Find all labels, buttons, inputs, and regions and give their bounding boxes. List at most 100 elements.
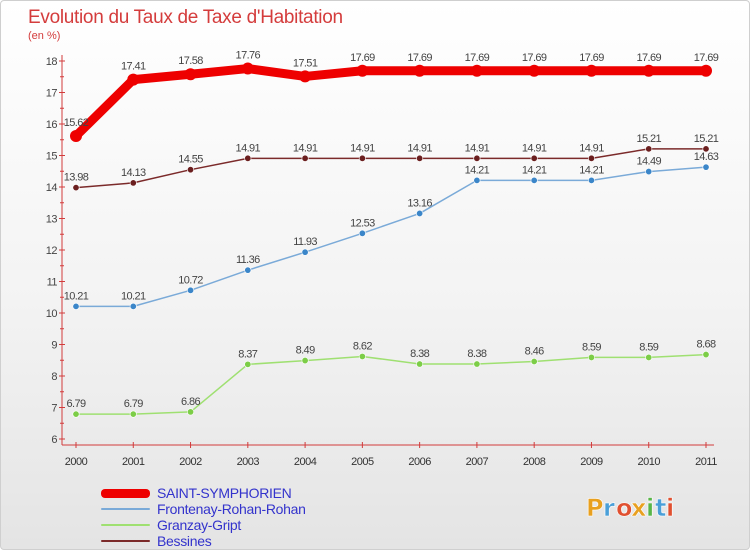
y-tick-label: 13 (46, 214, 58, 226)
data-label: 14.21 (579, 164, 604, 176)
data-label: 17.69 (350, 52, 375, 64)
data-point (702, 351, 710, 359)
logo-letter: o (616, 494, 633, 522)
data-label: 17.58 (178, 55, 203, 67)
logo-letter: r (603, 494, 615, 522)
data-label: 10.72 (178, 274, 203, 286)
data-label: 8.68 (696, 339, 715, 351)
x-tick-label: 2000 (65, 456, 88, 468)
y-tick-label: 10 (46, 308, 58, 320)
data-point (187, 286, 195, 294)
data-label: 13.98 (64, 172, 89, 184)
data-point (587, 176, 595, 184)
x-tick-label: 2011 (695, 456, 717, 468)
data-label: 14.13 (121, 167, 146, 179)
data-label: 10.21 (64, 290, 89, 302)
y-tick-label: 9 (51, 340, 57, 352)
x-tick-label: 2001 (122, 456, 145, 468)
data-label: 8.38 (467, 348, 486, 360)
x-tick-label: 2006 (408, 456, 431, 468)
data-point (645, 168, 653, 176)
data-point (358, 154, 366, 162)
data-point (416, 209, 424, 217)
data-label: 13.16 (407, 197, 432, 209)
logo-letter: P (586, 494, 604, 522)
data-label: 14.21 (522, 164, 547, 176)
data-point (702, 145, 710, 153)
legend-swatch (101, 488, 150, 498)
data-point (528, 64, 541, 77)
data-point (244, 266, 252, 274)
y-tick-label: 17 (46, 88, 58, 100)
data-label: 14.91 (465, 142, 490, 154)
data-point (413, 64, 426, 77)
data-point (244, 360, 252, 368)
data-point (473, 154, 481, 162)
data-point (70, 129, 82, 142)
data-label: 15.21 (636, 133, 661, 145)
data-label: 17.69 (636, 52, 661, 64)
legend-label: SAINT-SYMPHORIEN (157, 485, 292, 501)
x-tick-label: 2007 (466, 456, 489, 468)
data-label: 17.41 (121, 61, 146, 73)
data-label: 11.36 (236, 254, 260, 266)
x-tick-label: 2004 (294, 456, 317, 468)
data-label: 8.59 (639, 341, 658, 353)
y-tick-label: 12 (46, 245, 58, 257)
legend-label: Bessines (157, 533, 212, 549)
data-label: 14.63 (694, 151, 719, 163)
data-point (530, 358, 538, 366)
data-label: 15.62 (64, 117, 89, 129)
data-point (700, 64, 712, 77)
legend-swatch (101, 540, 150, 542)
data-point (587, 353, 595, 361)
data-point (585, 64, 598, 77)
data-label: 14.91 (407, 142, 432, 154)
y-tick-label: 18 (46, 56, 58, 68)
legend-label: Granzay-Gript (157, 517, 242, 533)
data-point (301, 248, 309, 256)
data-point (530, 176, 538, 184)
x-tick-label: 2010 (637, 456, 660, 468)
data-label: 11.93 (293, 236, 317, 248)
y-tick-label: 7 (51, 403, 57, 415)
chart-unit: (en %) (28, 30, 61, 42)
logo-letter: i (646, 494, 654, 522)
data-point (127, 73, 140, 86)
data-point (244, 154, 252, 162)
data-label: 14.91 (579, 142, 604, 154)
data-point (587, 154, 595, 162)
data-label: 17.69 (694, 52, 719, 64)
logo-letter: t (655, 494, 666, 522)
data-point (129, 410, 137, 418)
data-label: 8.38 (410, 348, 429, 360)
data-point (702, 163, 710, 171)
data-label: 6.79 (124, 398, 143, 410)
y-tick-label: 6 (51, 434, 57, 446)
data-label: 17.69 (522, 52, 547, 64)
data-point (241, 62, 254, 75)
data-label: 8.49 (296, 345, 315, 357)
data-point (473, 360, 481, 368)
legend-swatch (101, 524, 150, 526)
y-tick-label: 16 (46, 119, 58, 131)
y-tick-label: 8 (51, 371, 57, 383)
data-point (72, 302, 80, 310)
data-label: 17.76 (236, 50, 261, 62)
data-label: 8.46 (525, 346, 544, 358)
data-point (473, 176, 481, 184)
y-tick-label: 15 (46, 151, 58, 163)
data-point (645, 353, 653, 361)
data-point (416, 154, 424, 162)
data-label: 14.55 (178, 154, 203, 166)
data-label: 12.53 (350, 217, 375, 229)
data-label: 14.91 (236, 142, 261, 154)
data-label: 10.21 (121, 290, 146, 302)
data-point (358, 352, 366, 360)
data-label: 17.69 (407, 52, 432, 64)
series-line-granzay-gript (75, 353, 707, 415)
data-point (129, 179, 137, 187)
data-label: 8.62 (353, 340, 372, 352)
